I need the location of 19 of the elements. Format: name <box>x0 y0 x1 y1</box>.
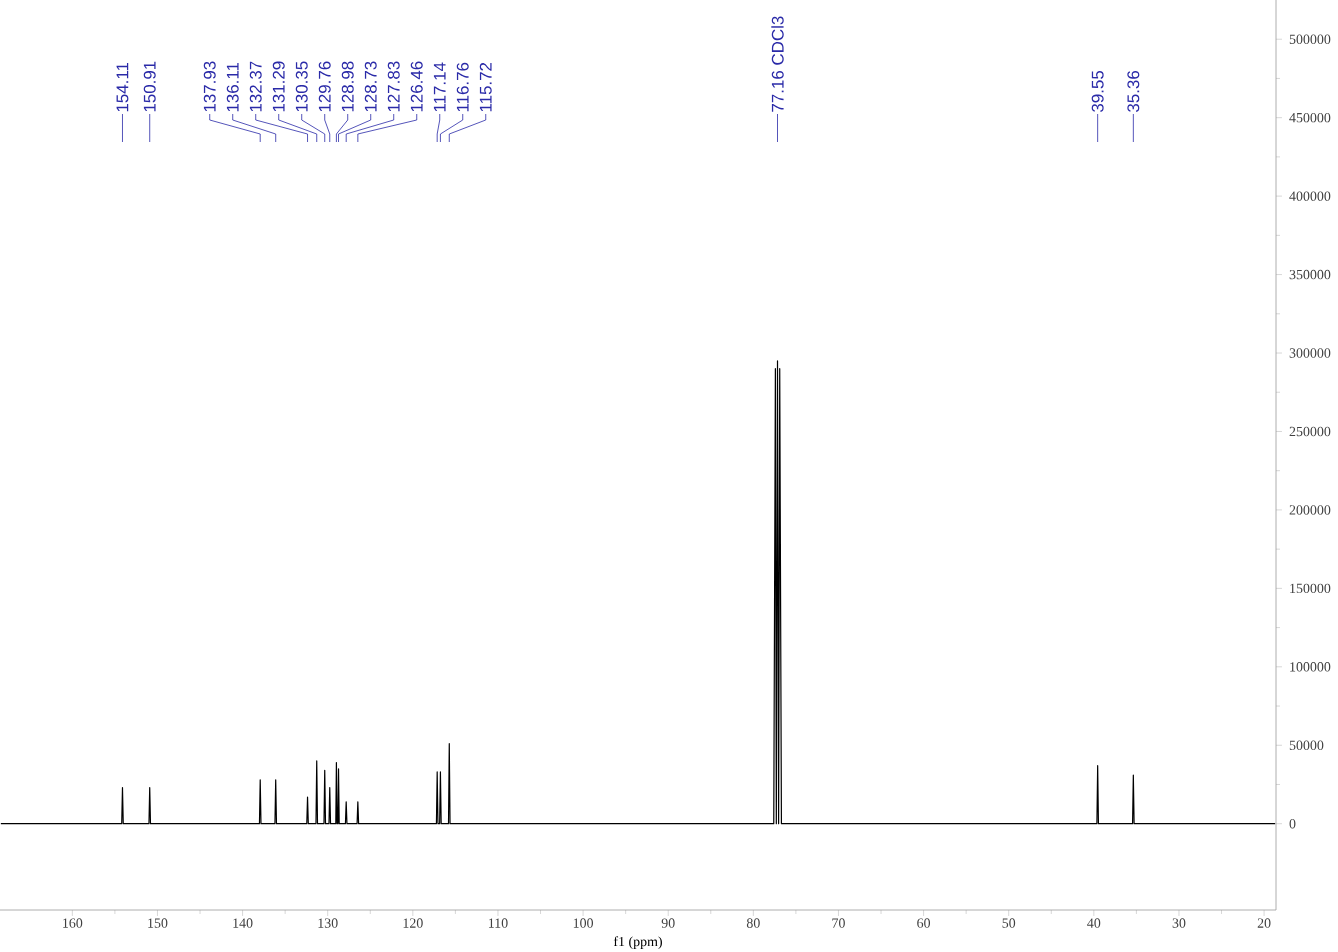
annotation: 127.83 <box>387 61 400 112</box>
annotation: 137.93 <box>203 61 216 112</box>
annotation: 128.73 <box>364 61 377 112</box>
annotation: 115.72 <box>479 62 492 112</box>
annotation: 39.55 <box>1091 70 1104 112</box>
annotation: 126.46 <box>410 61 423 112</box>
annotation: 116.76 <box>456 62 469 112</box>
annotation: 35.36 <box>1127 70 1140 112</box>
annotation: 129.76 <box>318 61 331 112</box>
annotation: 128.98 <box>341 61 354 112</box>
annotation: 154.11 <box>116 62 129 112</box>
annotation: 77.16 CDCl3 <box>771 16 784 112</box>
annotation: 131.29 <box>272 61 285 112</box>
annotation: 132.37 <box>249 61 262 112</box>
annotation: 136.11 <box>226 62 239 112</box>
annotation: 150.91 <box>143 61 156 112</box>
line-series <box>0 360 1276 825</box>
annotation: 117.14 <box>433 62 446 112</box>
annotation: 130.35 <box>295 61 308 112</box>
